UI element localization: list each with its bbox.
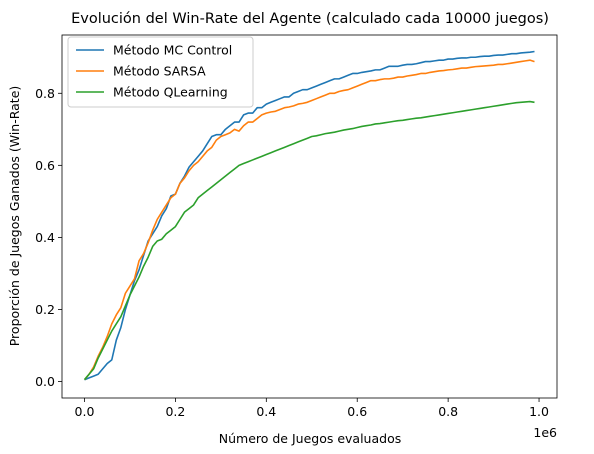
legend: Método MC Control Método SARSA Método QLea… (67, 36, 254, 108)
y-tick-label: 0.2 (35, 302, 55, 317)
chart-title: Evolución del Win-Rate del Agente (calcu… (71, 11, 549, 27)
y-tick-label: 0.4 (35, 230, 55, 245)
x-tick-label: 0.4 (256, 404, 276, 419)
legend-box (67, 36, 254, 108)
series-line-2 (83, 59, 535, 381)
legend-label-2: Método SARSA (113, 64, 206, 79)
series-group (83, 50, 535, 381)
y-tick-label: 0.8 (35, 86, 55, 101)
series-line-1 (84, 50, 535, 381)
x-axis-label: Número de Juegos evaluados (219, 431, 402, 446)
y-tick-label: 0.0 (35, 374, 55, 389)
y-tick-label: 0.6 (35, 158, 55, 173)
y-axis: 0.0 0.2 0.4 0.6 0.8 (35, 86, 62, 389)
x-tick-label: 0.6 (347, 404, 367, 419)
x-tick-label: 0.2 (165, 404, 185, 419)
x-axis: 0.0 0.2 0.4 0.6 0.8 1.0 (75, 398, 549, 419)
x-axis-offset-label: 1e6 (533, 425, 557, 440)
legend-label-1: Método MC Control (113, 43, 232, 58)
y-axis-label: Proporción de Juegos Ganados (Win-Rate) (7, 86, 22, 347)
x-tick-label: 1.0 (529, 404, 549, 419)
axes-frame (61, 34, 558, 399)
legend-label-3: Método QLearning (113, 85, 228, 100)
series-line-3 (83, 100, 535, 381)
x-tick-label: 0.8 (438, 404, 458, 419)
plot-area (61, 34, 558, 399)
x-tick-label: 0.0 (75, 404, 95, 419)
